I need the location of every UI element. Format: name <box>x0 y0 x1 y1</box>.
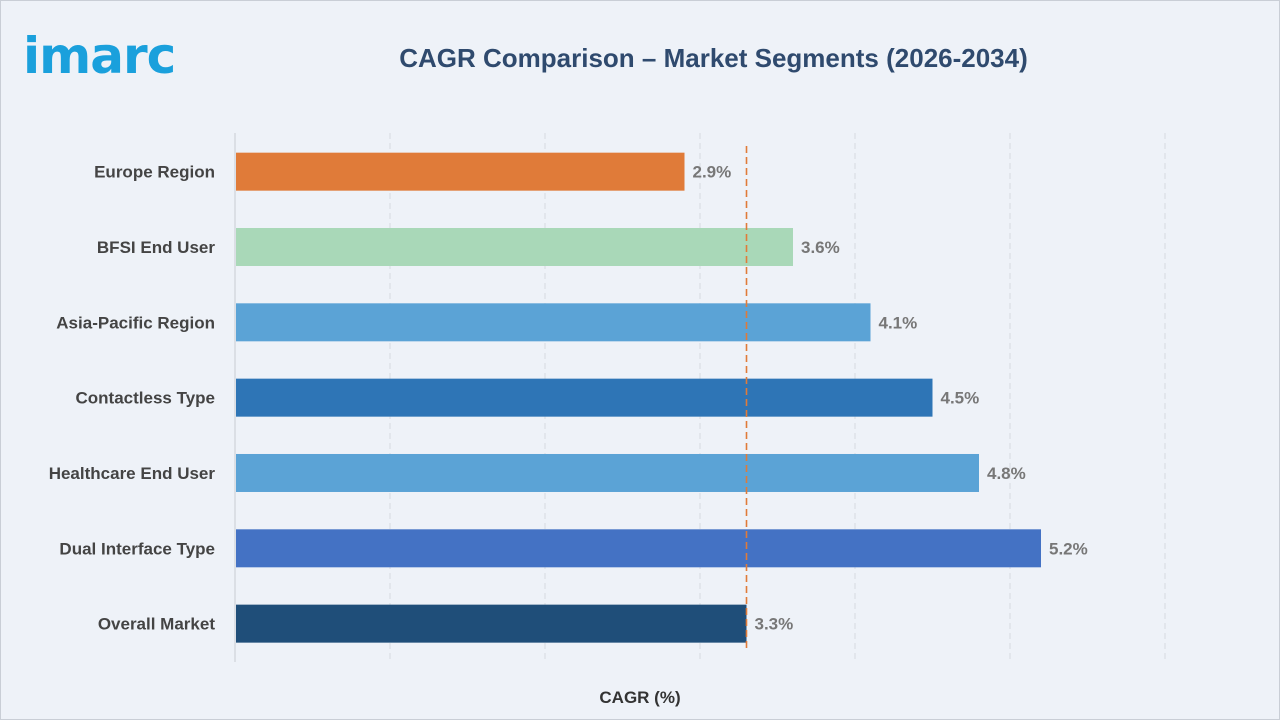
value-label: 5.2% <box>1049 539 1088 558</box>
value-label: 4.8% <box>987 464 1026 483</box>
value-labels: 2.9% 3.6% 4.1% 4.5% 4.8% 5.2% 3.3% <box>693 163 1088 634</box>
category-label: Contactless Type <box>75 389 215 408</box>
bar <box>236 227 793 266</box>
value-label: 4.1% <box>879 313 918 332</box>
category-label: Europe Region <box>94 163 215 182</box>
value-label: 4.5% <box>941 389 980 408</box>
category-label: Healthcare End User <box>49 464 216 483</box>
bar <box>236 604 747 643</box>
value-label: 3.6% <box>801 238 840 257</box>
value-label: 2.9% <box>693 163 732 182</box>
category-label: BFSI End User <box>97 238 215 257</box>
category-label: Asia-Pacific Region <box>56 313 215 332</box>
category-label: Dual Interface Type <box>59 539 215 558</box>
imarc-logo: imarc <box>23 27 176 85</box>
bar <box>236 152 685 191</box>
bar <box>236 303 871 342</box>
category-labels: Europe Region BFSI End User Asia-Pacific R… <box>49 163 216 634</box>
bars <box>236 152 1041 643</box>
bar <box>236 453 979 492</box>
category-label: Overall Market <box>98 615 216 634</box>
x-axis-label: CAGR (%) <box>599 688 681 707</box>
value-label: 3.3% <box>755 615 794 634</box>
chart-title: CAGR Comparison – Market Segments (2026-… <box>399 43 1028 73</box>
bar <box>236 378 933 417</box>
bar <box>236 529 1041 568</box>
